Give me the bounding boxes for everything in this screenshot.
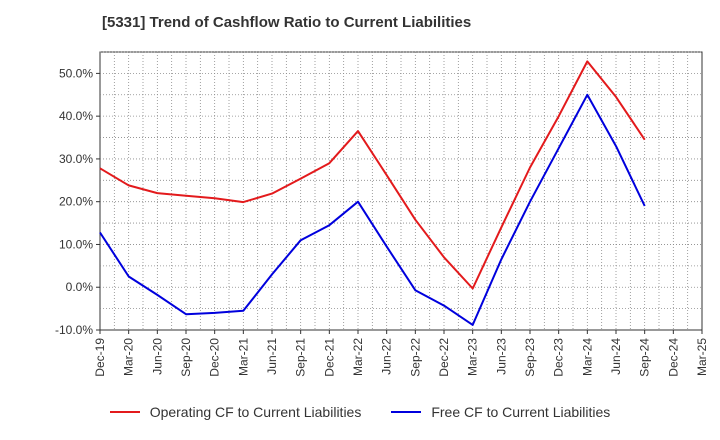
x-tick-label: Jun-20 xyxy=(150,338,164,375)
x-tick-label: Sep-24 xyxy=(638,338,652,377)
series-line-0 xyxy=(99,60,646,290)
y-tick-label: 10.0% xyxy=(59,237,93,251)
y-tick-label: 40.0% xyxy=(59,109,93,123)
x-tick-label: Mar-24 xyxy=(580,338,594,376)
x-tick-label: Dec-20 xyxy=(208,338,222,377)
series-line-1 xyxy=(99,93,646,326)
y-tick-label: 20.0% xyxy=(59,195,93,209)
grid-lines xyxy=(100,51,702,330)
legend: Operating CF to Current Liabilities Free… xyxy=(0,404,720,420)
legend-label-free-cf: Free CF to Current Liabilities xyxy=(431,404,611,420)
x-tick-label: Sep-20 xyxy=(179,338,193,377)
x-tick-label: Jun-24 xyxy=(609,338,623,375)
y-axis-ticks: -10.0% 0.0% 10.0% 20.0% 30.0% 40.0% 50.0% xyxy=(55,66,100,337)
y-tick-label: -10.0% xyxy=(55,323,93,337)
legend-item-operating-cf: Operating CF to Current Liabilities xyxy=(109,404,362,420)
x-tick-label: Sep-23 xyxy=(523,338,537,377)
series-lines xyxy=(99,60,646,326)
legend-label-operating-cf: Operating CF to Current Liabilities xyxy=(149,404,362,420)
line-chart: -10.0% 0.0% 10.0% 20.0% 30.0% 40.0% 50.0% Dec-… xyxy=(55,51,709,377)
x-tick-label: Dec-23 xyxy=(552,338,566,377)
x-tick-label: Mar-22 xyxy=(351,338,365,376)
x-tick-label: Dec-22 xyxy=(437,338,451,377)
x-tick-label: Mar-21 xyxy=(236,338,250,376)
y-tick-label: 30.0% xyxy=(59,152,93,166)
y-tick-label: 50.0% xyxy=(59,66,93,80)
x-tick-label: Sep-22 xyxy=(408,338,422,377)
x-tick-label: Mar-23 xyxy=(466,338,480,376)
x-tick-label: Jun-22 xyxy=(380,338,394,375)
x-tick-label: Dec-19 xyxy=(93,338,107,377)
x-tick-label: Dec-21 xyxy=(322,338,336,377)
legend-swatch-operating-cf xyxy=(109,411,140,413)
x-tick-label: Jun-23 xyxy=(494,338,508,375)
x-tick-label: Dec-24 xyxy=(666,338,680,377)
x-tick-label: Mar-20 xyxy=(122,338,136,376)
x-tick-label: Mar-25 xyxy=(695,338,709,376)
x-tick-label: Jun-21 xyxy=(265,338,279,375)
legend-swatch-free-cf xyxy=(391,411,422,413)
y-tick-label: 0.0% xyxy=(66,280,94,294)
chart-title: [5331] Trend of Cashflow Ratio to Curren… xyxy=(102,14,472,31)
x-axis-ticks: Dec-19 Mar-20 Jun-20 Sep-20 Dec-20 Mar-21 Jun-… xyxy=(93,330,709,377)
x-tick-label: Sep-21 xyxy=(294,338,308,377)
legend-item-free-cf: Free CF to Current Liabilities xyxy=(391,404,610,420)
